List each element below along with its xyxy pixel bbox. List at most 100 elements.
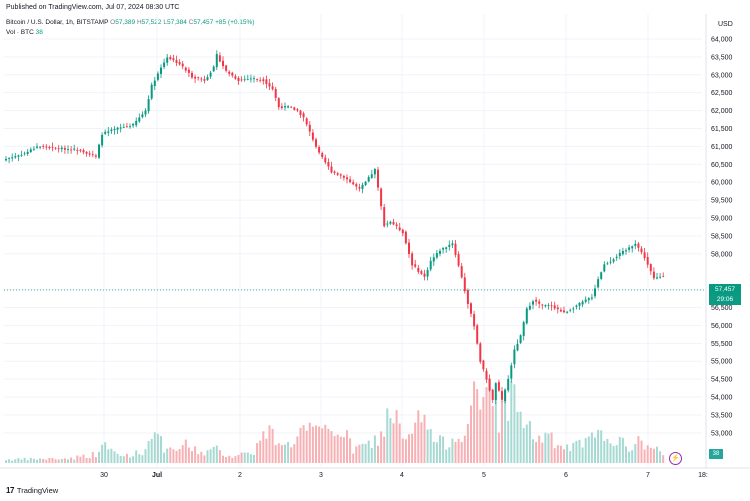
volume-bar	[336, 434, 339, 463]
candle-body	[181, 63, 184, 67]
candle-body	[153, 80, 156, 87]
volume-bar	[42, 458, 45, 463]
candle-body	[423, 273, 426, 277]
candle-body	[395, 224, 398, 226]
volume-bar	[249, 454, 252, 463]
volume-bar	[39, 458, 42, 463]
volume-bar	[559, 445, 562, 463]
candle-body	[429, 260, 432, 270]
volume-bar	[280, 445, 283, 463]
volume-bar	[482, 397, 485, 463]
volume-bar	[305, 430, 308, 463]
volume-bar	[485, 387, 488, 463]
candle-body	[426, 269, 429, 277]
candle-body	[240, 79, 243, 81]
candle-body	[590, 297, 593, 299]
volume-bar	[333, 436, 336, 463]
volume-bar	[48, 458, 51, 463]
volume-bar	[70, 457, 73, 463]
volume-bar	[88, 458, 91, 463]
volume-bar	[76, 455, 79, 463]
candle-body	[63, 147, 66, 150]
volume-bar	[417, 410, 420, 463]
candle-body	[476, 325, 479, 344]
volume-bar	[575, 440, 578, 463]
volume-bar	[603, 440, 606, 463]
candle-body	[175, 60, 178, 64]
candle-body	[432, 257, 435, 262]
volume-bar	[659, 451, 662, 463]
candle-body	[36, 146, 38, 148]
candle-body	[451, 243, 454, 246]
volume-bar	[662, 455, 665, 463]
candle-body	[631, 246, 634, 249]
candle-body	[73, 148, 76, 150]
y-tick-label: 53,000	[711, 430, 733, 437]
volume-bar	[652, 448, 655, 463]
candle-body	[209, 72, 212, 77]
candle-body	[296, 109, 299, 111]
volume-bar	[17, 457, 20, 463]
volume-bar	[234, 456, 237, 463]
volume-bar	[522, 428, 525, 463]
volume-bar	[94, 457, 97, 463]
volume-bar	[454, 441, 457, 463]
volume-bar	[324, 424, 327, 463]
y-tick-label: 63,000	[711, 72, 733, 79]
volume-bar	[299, 427, 302, 463]
candle-body	[85, 151, 88, 154]
candle-body	[640, 248, 643, 253]
volume-bar	[181, 445, 184, 463]
volume-bar	[631, 450, 634, 463]
candle-body	[553, 305, 556, 309]
volume-bar	[429, 429, 432, 463]
candle-body	[414, 264, 417, 267]
lightning-icon[interactable]: ⚡	[669, 452, 682, 465]
volume-bar	[504, 388, 507, 463]
volume-bar	[274, 445, 277, 463]
y-tick-label: 60,500	[711, 162, 733, 169]
candle-body	[54, 147, 57, 149]
volume-bar	[73, 459, 76, 463]
candle-body	[587, 298, 590, 301]
y-tick-label: 64,000	[711, 36, 733, 43]
candle-body	[26, 151, 29, 154]
candle-body	[470, 303, 472, 314]
candle-body	[488, 378, 491, 391]
volume-bar	[122, 456, 125, 463]
candle-body	[566, 311, 569, 313]
candle-body	[652, 271, 655, 279]
candle-body	[603, 264, 606, 272]
y-tick-label: 54,500	[711, 377, 733, 384]
volume-bar	[408, 434, 410, 463]
volume-bar	[91, 451, 94, 463]
volume-bar	[315, 425, 317, 463]
volume-bar	[541, 442, 544, 463]
volume-bar	[107, 449, 110, 463]
candle-body	[342, 175, 345, 178]
volume-bar	[311, 426, 314, 463]
candle-body	[191, 72, 193, 78]
volume-bar	[14, 459, 17, 463]
candle-body	[656, 277, 658, 279]
candle-body	[215, 54, 218, 68]
candle-body	[572, 308, 575, 310]
candle-body	[11, 157, 14, 159]
volume-bar	[36, 459, 38, 463]
volume-label: Vol · BTC	[6, 29, 34, 36]
volume-bar	[656, 446, 658, 463]
candle-body	[256, 79, 259, 80]
volume-bar	[553, 448, 556, 463]
volume-bar	[646, 445, 649, 463]
footer-brand[interactable]: 17 TradingView	[6, 486, 58, 495]
volume-bar	[147, 440, 150, 463]
volume-bar	[507, 420, 510, 463]
volume-bar	[339, 436, 342, 463]
candle-body	[305, 118, 308, 125]
volume-tag: 38	[709, 449, 723, 459]
volume-bar	[5, 460, 7, 463]
candle-body	[556, 307, 559, 310]
candle-body	[51, 146, 54, 148]
volume-bar	[625, 446, 627, 463]
